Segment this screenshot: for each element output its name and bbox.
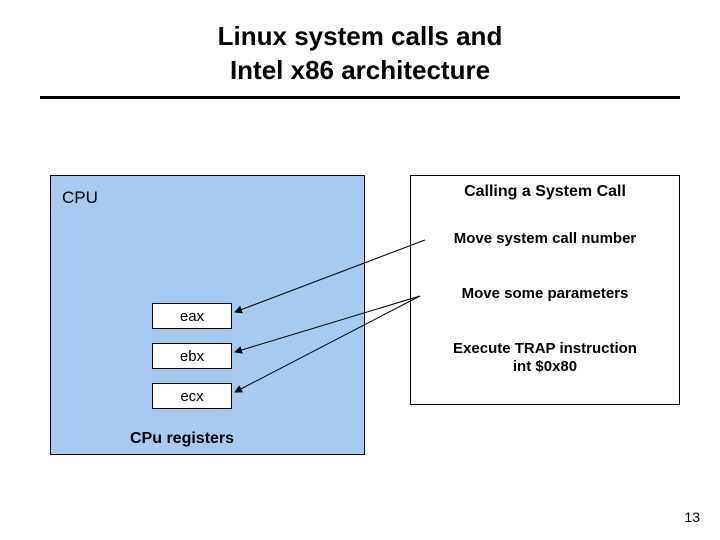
diagram-canvas: CPU eax ebx ecx CPu registers Calling a … bbox=[0, 0, 720, 540]
arrows-layer bbox=[0, 0, 720, 540]
arrow-to-eax bbox=[235, 240, 425, 312]
page-number: 13 bbox=[684, 509, 700, 525]
